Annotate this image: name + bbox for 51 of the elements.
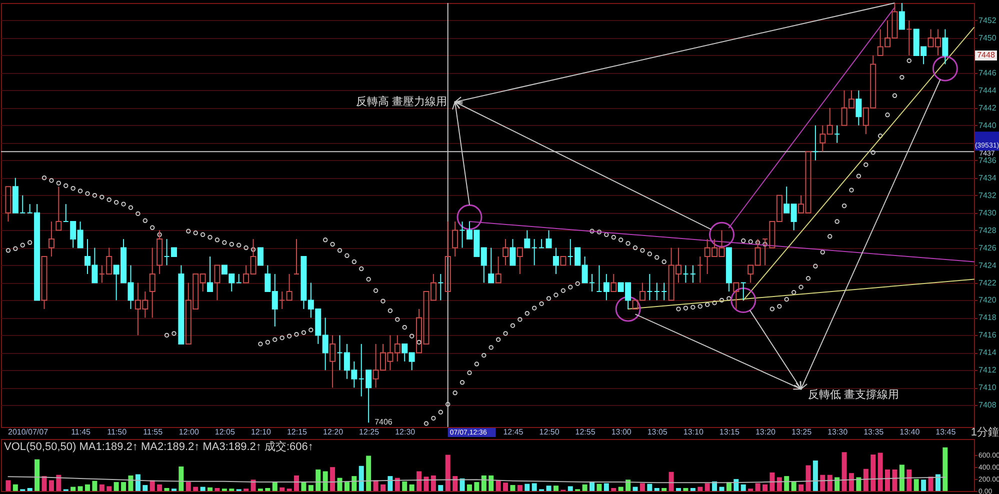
x-tick-label: 13:30 — [828, 428, 848, 436]
x-tick-label: 12:00 — [178, 428, 200, 436]
y-tick-label: 7434 — [978, 173, 997, 182]
y-tick-label: 7412 — [978, 366, 997, 375]
y-tick-label: 7436 — [978, 156, 997, 165]
x-tick-label: 11:55 — [143, 428, 164, 436]
x-tick-label: 12:10 — [250, 428, 272, 436]
y-tick-label: 7410 — [978, 383, 997, 392]
x-tick-label: 13:10 — [683, 428, 704, 436]
y-tick-label: 7450 — [978, 33, 997, 42]
x-tick-label: 12:30 — [395, 428, 416, 436]
x-tick-label: 12:20 — [323, 428, 344, 436]
y-tick-label: 7418 — [978, 313, 997, 322]
x-tick-label: 13:00 — [611, 428, 632, 436]
x-tick-label: 13:20 — [755, 428, 776, 436]
y-tick-label: 7426 — [978, 243, 997, 252]
chart-title: VOL(50,50,50) MA1:189.2↑ MA2:189.2↑ MA3:189.2↑ 成交:606↑ — [4, 440, 314, 453]
x-tick-label: 12:15 — [286, 428, 308, 436]
x-tick-label: 13:45 — [936, 428, 956, 436]
x-tick-label: 13:40 — [900, 428, 920, 436]
y-tick-label: 7446 — [978, 68, 997, 78]
y-tick-label: 7430 — [978, 208, 997, 218]
y-tick-label: 7424 — [978, 260, 997, 270]
x-tick-label: 13:05 — [647, 428, 668, 436]
y-tick-label: 7420 — [978, 296, 997, 305]
y-tick-label: 7422 — [978, 278, 997, 288]
annotation: 1分鐘 — [970, 426, 999, 438]
y-tick-label: 7408 — [978, 400, 997, 410]
x-tick-label: 12:55 — [575, 428, 596, 436]
x-tick-label: 11:50 — [107, 428, 128, 436]
annotation: 7406 — [374, 418, 393, 427]
annotation: 2010/07/07 — [8, 428, 49, 436]
x-tick-label: 12:05 — [214, 428, 236, 436]
x-tick-label: 12:25 — [359, 428, 380, 436]
y-tick-label: 7414 — [978, 348, 997, 358]
annotation: 7448 — [977, 50, 996, 60]
y-tick-label: 7442 — [978, 103, 997, 112]
y-tick-label: 7432 — [978, 190, 997, 200]
y-tick-label: 7440 — [978, 120, 997, 130]
annotation: 反轉低 畫支撐線用 — [808, 388, 900, 401]
annotation: 反轉高 畫壓力線用 — [356, 95, 447, 108]
x-tick-label: 13:15 — [719, 428, 740, 436]
y-tick-label: 7428 — [978, 226, 997, 235]
x-tick-label: 11:45 — [71, 428, 92, 436]
y-tick-label: 7452 — [978, 16, 997, 25]
x-tick-label: 12:45 — [503, 428, 524, 436]
y-tick-label: 7444 — [978, 86, 997, 95]
x-tick-label: 13:35 — [864, 428, 884, 436]
x-tick-label: 13:25 — [792, 428, 812, 436]
y-tick-label: 7416 — [978, 330, 997, 340]
x-tick-label: 12:50 — [539, 428, 560, 436]
